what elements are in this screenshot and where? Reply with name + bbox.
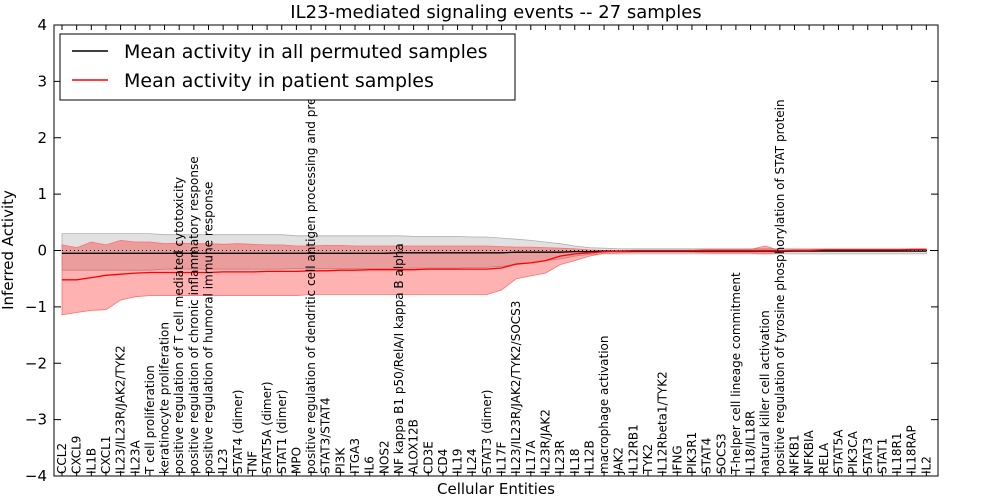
category-label: SOCS3 <box>714 433 728 474</box>
category-label: TYK2 <box>641 444 655 475</box>
category-label: IL23 <box>216 449 230 475</box>
y-axis-label: Inferred Activity <box>0 190 17 310</box>
category-label: STAT5A <box>832 429 846 474</box>
y-tick-label: 3 <box>37 72 47 90</box>
category-label: IL17F <box>495 442 509 474</box>
category-label: STAT3 (dimer) <box>480 390 494 474</box>
band-permuted <box>61 233 927 271</box>
y-tick-label: 0 <box>37 242 47 260</box>
category-label: positive regulation of tyrosine phosphor… <box>773 99 787 474</box>
category-label: IL12RB1 <box>626 424 640 474</box>
category-label: TNF <box>246 451 260 475</box>
category-label: IL23/IL23R/JAK2/TYK2 <box>114 345 128 474</box>
category-label: positive regulation of T cell mediated c… <box>172 177 186 474</box>
category-label: IL6 <box>363 456 377 474</box>
y-tick-label: 1 <box>37 185 47 203</box>
category-label: IFNG <box>670 445 684 474</box>
category-label: IL18RAP <box>905 425 919 474</box>
category-label: positive regulation of dendritic cell an… <box>304 41 318 474</box>
category-label: IL23R <box>553 440 567 474</box>
category-label: NFKBIA <box>802 429 816 474</box>
x-axis-label: Cellular Entities <box>437 480 555 498</box>
category-label: PIK3R1 <box>685 432 699 474</box>
category-label: RELA <box>817 442 831 474</box>
category-label: positive regulation of humoral immune re… <box>202 182 216 474</box>
category-label: STAT5A (dimer) <box>260 381 274 474</box>
category-label: STAT3 <box>861 438 875 474</box>
category-label: T-helper cell lineage commitment <box>729 272 743 475</box>
category-label: STAT1 (dimer) <box>275 390 289 474</box>
category-label: IL18R1 <box>890 433 904 474</box>
category-label: IL19 <box>451 449 465 475</box>
category-label: IL23/IL23R/JAK2/TYK2/SOCS3 <box>509 301 523 474</box>
y-tick-label: −3 <box>25 411 47 429</box>
category-label: CXCL9 <box>70 436 84 474</box>
category-label: ITGA3 <box>348 438 362 474</box>
category-label: IL12B <box>582 440 596 474</box>
category-label: T cell proliferation <box>143 365 157 475</box>
y-tick-label: 2 <box>37 129 47 147</box>
category-label: STAT3/STAT4 <box>319 397 333 474</box>
category-label: IL23A <box>128 440 142 474</box>
y-tick-label: −4 <box>25 467 47 485</box>
category-label: PIK3CA <box>846 430 860 474</box>
category-label: STAT1 <box>875 438 889 474</box>
category-label: positive regulation of chronic inflammat… <box>187 156 201 474</box>
category-label: CD3E <box>421 441 435 474</box>
category-label: JAK2 <box>612 447 626 475</box>
category-label: PI3K <box>333 447 347 474</box>
category-label: STAT4 <box>700 438 714 474</box>
category-label: IL23R/JAK2 <box>539 409 553 474</box>
category-label: IL18/IL18R <box>744 411 758 474</box>
category-label: IL1B <box>84 448 98 474</box>
legend: Mean activity in all permuted samples Me… <box>59 33 516 101</box>
category-label: IL2 <box>919 456 933 474</box>
category-label: MPO <box>289 447 303 474</box>
category-label: IL24 <box>465 449 479 475</box>
category-label: IL18 <box>568 449 582 475</box>
category-label: NFKB1 <box>788 434 802 474</box>
y-tick-label: −1 <box>25 298 47 316</box>
y-tick-label: −2 <box>25 354 47 372</box>
chart-title: IL23-mediated signaling events -- 27 sam… <box>290 2 701 23</box>
category-label: IL12Rbeta1/TYK2 <box>656 371 670 474</box>
category-label: keratinocyte proliferation <box>158 322 172 474</box>
category-label: macrophage activation <box>597 336 611 474</box>
series-line-patient <box>62 248 927 281</box>
category-label: CD4 <box>436 449 450 474</box>
category-label: NOS2 <box>377 440 391 474</box>
category-label: CCL2 <box>55 443 69 474</box>
category-label: natural killer cell activation <box>758 310 772 474</box>
y-tick-label: 4 <box>37 16 47 34</box>
category-label: CXCL1 <box>99 436 113 474</box>
category-label: IL17A <box>524 440 538 474</box>
legend-label-patient: Mean activity in patient samples <box>124 70 434 92</box>
legend-box <box>59 33 516 101</box>
category-label: STAT4 (dimer) <box>231 390 245 474</box>
category-label: NF kappa B1 p50/RelA/I kappa B alpha <box>392 243 406 474</box>
category-label: ALOX12B <box>407 419 421 474</box>
legend-label-permuted: Mean activity in all permuted samples <box>124 41 487 63</box>
